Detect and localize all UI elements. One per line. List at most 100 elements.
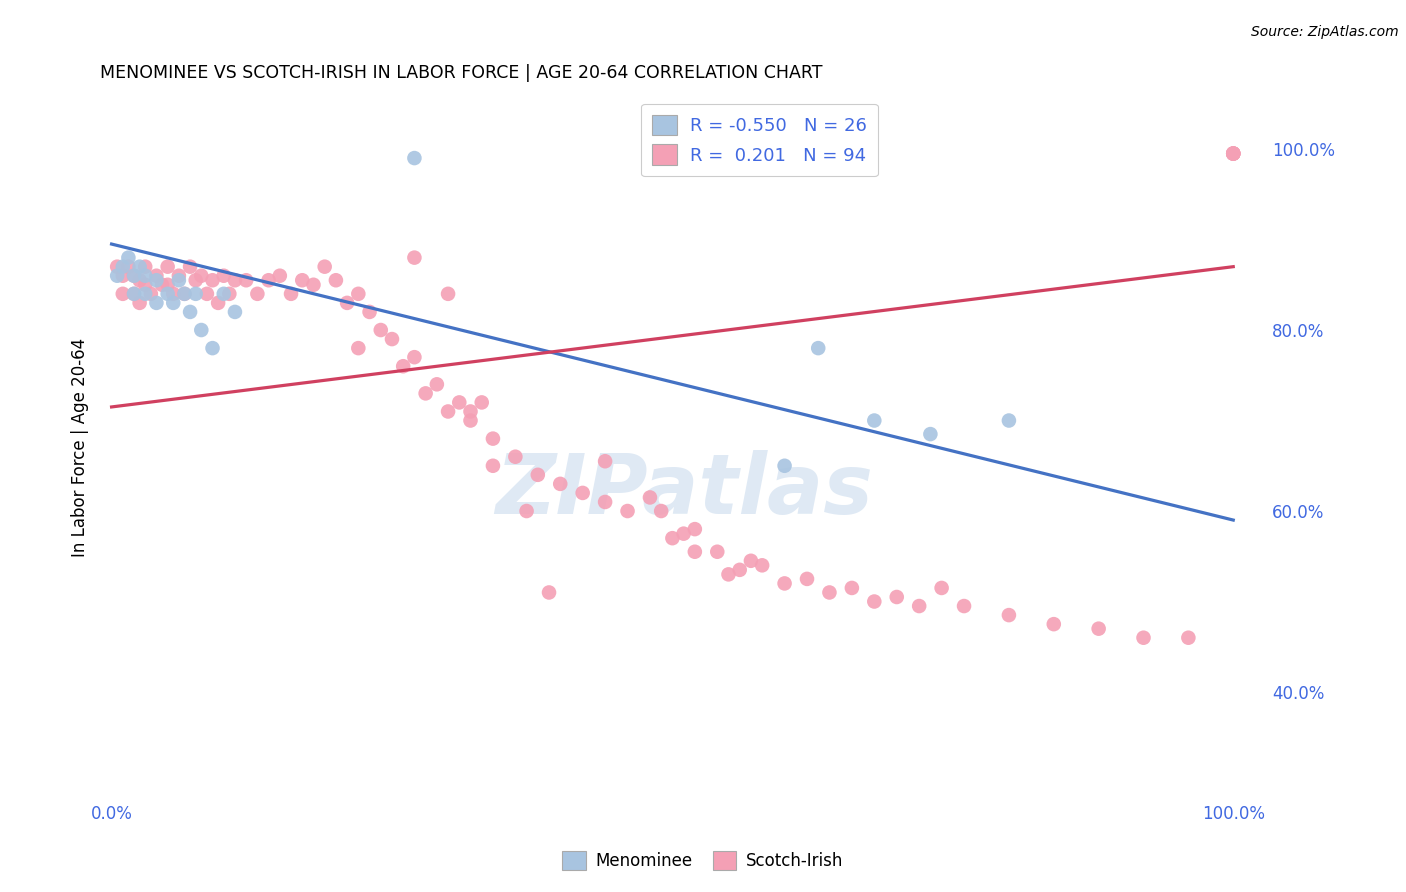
Point — [527, 467, 550, 482]
Point — [122, 268, 145, 283]
Point — [392, 359, 415, 374]
Point — [886, 590, 908, 604]
Point — [516, 504, 538, 518]
Point — [291, 273, 314, 287]
Point — [404, 350, 426, 364]
Point — [184, 286, 207, 301]
Point — [1132, 631, 1154, 645]
Point — [1042, 617, 1064, 632]
Point — [415, 386, 437, 401]
Text: ZIPatlas: ZIPatlas — [495, 450, 873, 531]
Point — [807, 341, 830, 355]
Point — [218, 286, 240, 301]
Point — [717, 567, 740, 582]
Point — [818, 585, 841, 599]
Point — [212, 268, 235, 283]
Point — [212, 286, 235, 301]
Point — [471, 395, 494, 409]
Point — [998, 413, 1021, 427]
Point — [145, 268, 167, 283]
Point — [207, 296, 229, 310]
Point — [931, 581, 953, 595]
Point — [908, 599, 931, 613]
Point — [920, 427, 942, 442]
Point — [128, 273, 150, 287]
Point — [593, 495, 616, 509]
Point — [449, 395, 471, 409]
Point — [139, 286, 162, 301]
Y-axis label: In Labor Force | Age 20-64: In Labor Force | Age 20-64 — [72, 338, 89, 558]
Point — [280, 286, 302, 301]
Point — [195, 286, 218, 301]
Point — [190, 268, 212, 283]
Point — [460, 404, 482, 418]
Point — [863, 413, 886, 427]
Point — [347, 341, 370, 355]
Point — [661, 531, 683, 545]
Point — [105, 268, 128, 283]
Point — [134, 260, 156, 274]
Point — [122, 286, 145, 301]
Point — [650, 504, 672, 518]
Point — [117, 251, 139, 265]
Point — [347, 286, 370, 301]
Point — [145, 296, 167, 310]
Point — [325, 273, 347, 287]
Point — [156, 260, 179, 274]
Point — [134, 277, 156, 292]
Legend: R = -0.550   N = 26, R =  0.201   N = 94: R = -0.550 N = 26, R = 0.201 N = 94 — [641, 103, 877, 176]
Point — [953, 599, 976, 613]
Point — [224, 305, 246, 319]
Point — [1222, 146, 1244, 161]
Point — [381, 332, 404, 346]
Point — [179, 260, 201, 274]
Point — [1222, 146, 1244, 161]
Point — [751, 558, 773, 573]
Point — [235, 273, 257, 287]
Point — [134, 286, 156, 301]
Point — [201, 273, 224, 287]
Point — [111, 268, 134, 283]
Point — [1087, 622, 1109, 636]
Point — [173, 286, 195, 301]
Point — [145, 273, 167, 287]
Point — [167, 273, 190, 287]
Point — [437, 286, 460, 301]
Point — [257, 273, 280, 287]
Point — [796, 572, 818, 586]
Point — [482, 432, 505, 446]
Point — [246, 286, 269, 301]
Point — [1222, 146, 1244, 161]
Legend: Menominee, Scotch-Irish: Menominee, Scotch-Irish — [555, 844, 851, 877]
Point — [162, 286, 184, 301]
Point — [128, 260, 150, 274]
Point — [111, 260, 134, 274]
Point — [616, 504, 638, 518]
Point — [190, 323, 212, 337]
Point — [224, 273, 246, 287]
Point — [537, 585, 560, 599]
Point — [302, 277, 325, 292]
Point — [773, 458, 796, 473]
Point — [683, 522, 706, 536]
Point — [998, 608, 1021, 623]
Point — [179, 305, 201, 319]
Text: Source: ZipAtlas.com: Source: ZipAtlas.com — [1251, 25, 1399, 39]
Point — [773, 576, 796, 591]
Point — [184, 273, 207, 287]
Point — [150, 277, 173, 292]
Point — [706, 545, 728, 559]
Point — [437, 404, 460, 418]
Point — [683, 545, 706, 559]
Point — [122, 286, 145, 301]
Point — [1177, 631, 1199, 645]
Point — [841, 581, 863, 595]
Point — [482, 458, 505, 473]
Point — [863, 594, 886, 608]
Point — [111, 286, 134, 301]
Text: MENOMINEE VS SCOTCH-IRISH IN LABOR FORCE | AGE 20-64 CORRELATION CHART: MENOMINEE VS SCOTCH-IRISH IN LABOR FORCE… — [100, 64, 823, 82]
Point — [314, 260, 336, 274]
Point — [1222, 146, 1244, 161]
Point — [728, 563, 751, 577]
Point — [548, 476, 571, 491]
